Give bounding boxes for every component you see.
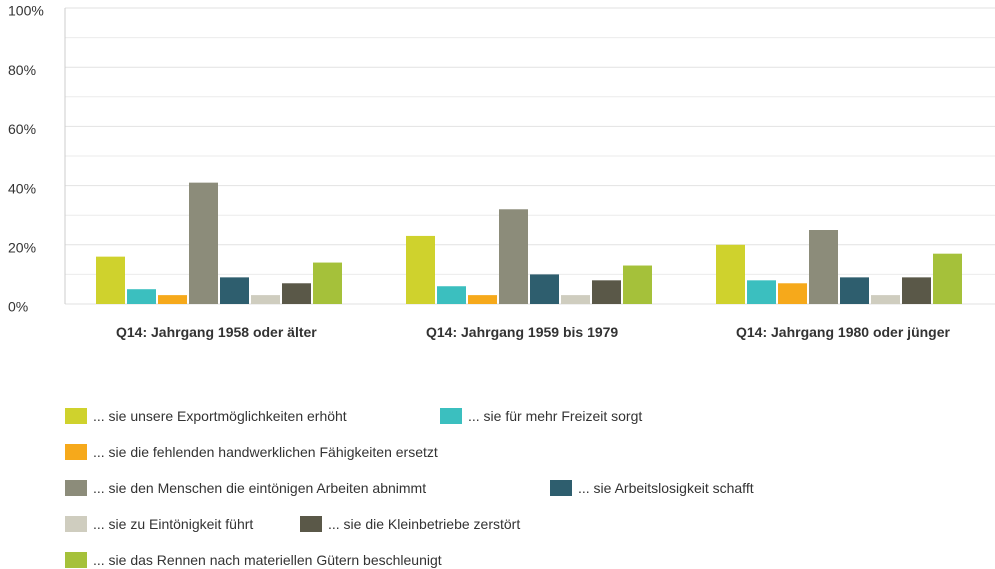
y-tick-label: 60% <box>8 121 36 137</box>
bar <box>127 289 156 304</box>
legend-swatch <box>550 480 572 496</box>
x-tick-label: Q14: Jahrgang 1958 oder älter <box>116 324 317 340</box>
bar <box>902 277 931 304</box>
y-tick-label: 0% <box>8 299 28 315</box>
y-tick-label: 20% <box>8 240 36 256</box>
legend-item: ... sie die fehlenden handwerklichen Fäh… <box>65 444 438 460</box>
bar <box>747 280 776 304</box>
legend-item: ... sie Arbeitslosigkeit schafft <box>550 480 754 496</box>
bar <box>809 230 838 304</box>
legend-label: ... sie die fehlenden handwerklichen Fäh… <box>93 444 438 460</box>
bar <box>313 262 342 304</box>
legend-label: ... sie das Rennen nach materiellen Güte… <box>93 552 442 568</box>
bar <box>840 277 869 304</box>
bar <box>189 182 218 304</box>
bar <box>716 244 745 304</box>
x-tick-label: Q14: Jahrgang 1980 oder jünger <box>736 324 950 340</box>
legend-swatch <box>65 444 87 460</box>
legend-swatch <box>300 516 322 532</box>
legend-label: ... sie unsere Exportmöglichkeiten erhöh… <box>93 408 347 424</box>
legend-swatch <box>440 408 462 424</box>
bar <box>468 295 497 304</box>
bar <box>778 283 807 304</box>
y-tick-label: 40% <box>8 180 36 196</box>
legend-label: ... sie die Kleinbetriebe zerstört <box>328 516 521 532</box>
bar <box>933 253 962 304</box>
legend-swatch <box>65 408 87 424</box>
legend-item: ... sie für mehr Freizeit sorgt <box>440 408 642 424</box>
x-tick-label: Q14: Jahrgang 1959 bis 1979 <box>426 324 619 340</box>
legend-item: ... sie den Menschen die eintönigen Arbe… <box>65 480 426 496</box>
bar <box>220 277 249 304</box>
legend-item: ... sie unsere Exportmöglichkeiten erhöh… <box>65 408 347 424</box>
legend-label: ... sie für mehr Freizeit sorgt <box>468 408 643 424</box>
legend-item: ... sie die Kleinbetriebe zerstört <box>300 516 520 532</box>
bar <box>530 274 559 304</box>
bar <box>282 283 311 304</box>
legend-swatch <box>65 480 87 496</box>
legend-swatch <box>65 516 87 532</box>
legend-label: ... sie Arbeitslosigkeit schafft <box>578 480 754 496</box>
bar <box>158 295 187 304</box>
legend-item: ... sie das Rennen nach materiellen Güte… <box>65 552 442 568</box>
legend-swatch <box>65 552 87 568</box>
bar <box>561 295 590 304</box>
y-tick-label: 100% <box>8 3 44 19</box>
bar <box>437 286 466 304</box>
bar <box>871 295 900 304</box>
y-tick-label: 80% <box>8 62 36 78</box>
bar <box>251 295 280 304</box>
bar <box>623 265 652 304</box>
bar <box>592 280 621 304</box>
legend-label: ... sie zu Eintönigkeit führt <box>93 516 254 532</box>
bar <box>406 235 435 304</box>
legend-item: ... sie zu Eintönigkeit führt <box>65 516 253 532</box>
bar <box>499 209 528 304</box>
bar <box>96 256 125 304</box>
legend-label: ... sie den Menschen die eintönigen Arbe… <box>93 480 427 496</box>
